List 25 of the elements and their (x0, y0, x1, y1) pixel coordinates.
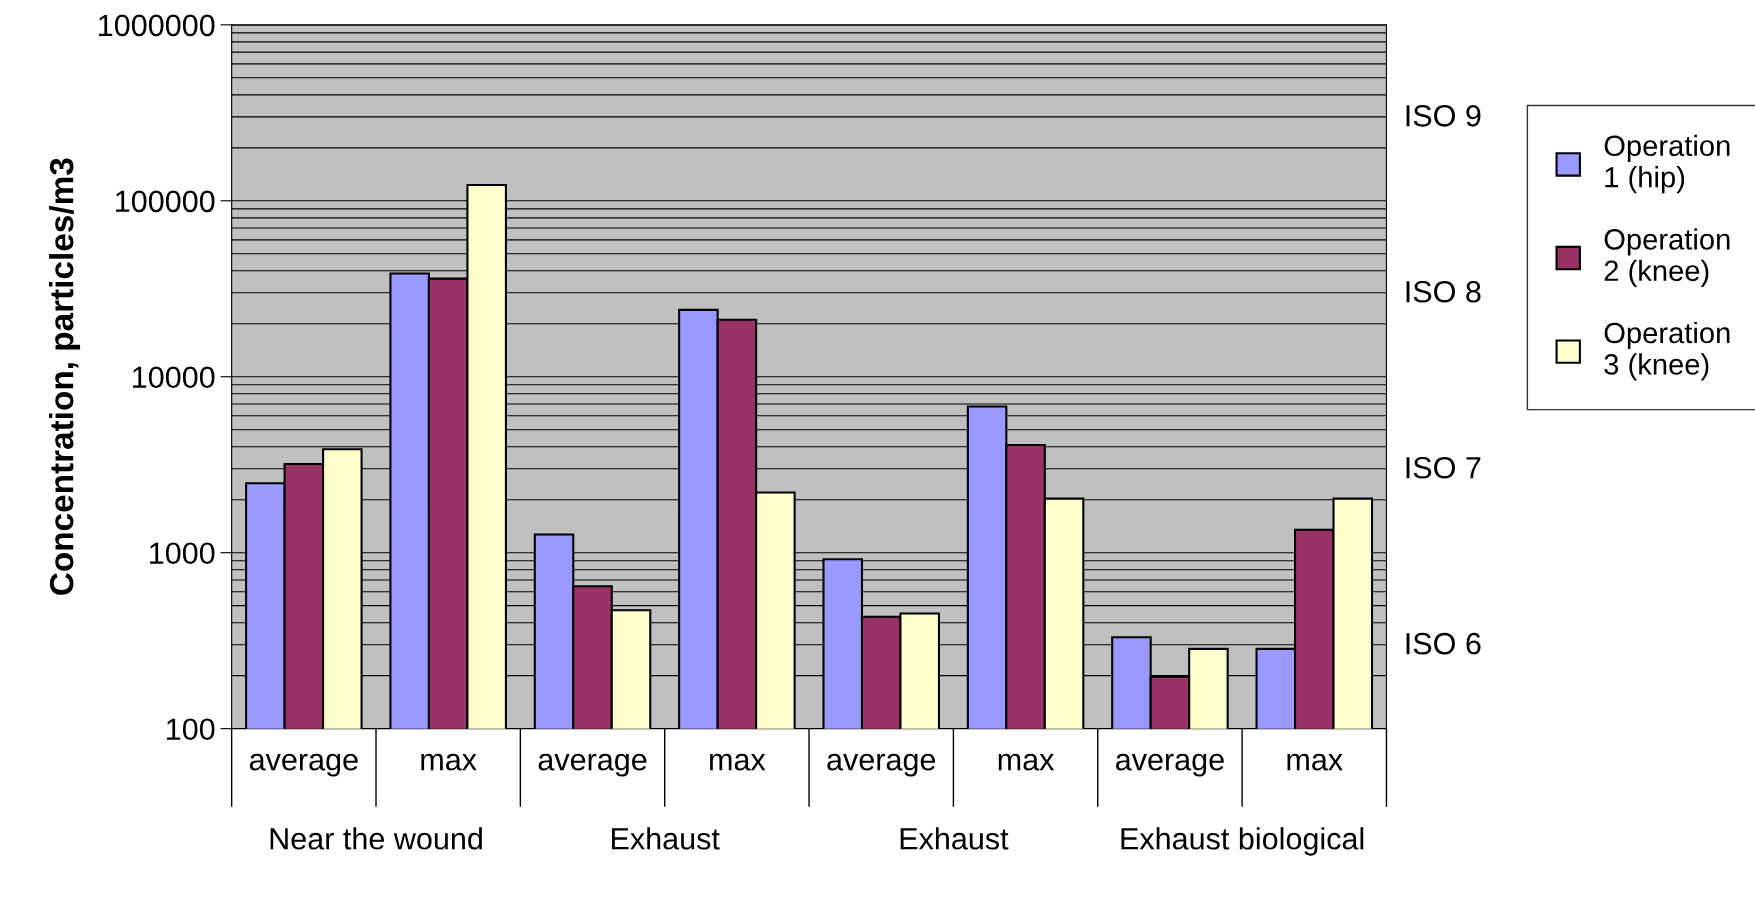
legend-label: Operation 3 (knee) (1604, 321, 1730, 381)
x-tick-label: max (1287, 753, 1343, 771)
y-tick-label: 100 (167, 718, 215, 741)
x-tick-label: max (998, 753, 1055, 771)
text: ISO 7 (1406, 456, 1481, 479)
text: ISO 8 (1406, 280, 1481, 303)
y-axis-title: Concentration, particles/m3 (49, 158, 81, 595)
y-tick-label: 10000 (133, 366, 215, 389)
x-tick-label: average (1116, 753, 1224, 777)
legend-label: Operation 2 (knee) (1604, 228, 1730, 287)
x-tick-label: max (710, 753, 766, 771)
text: Near the wound (270, 827, 482, 850)
x-tick-label: average (538, 753, 647, 777)
text: Exhaust biological (1121, 827, 1364, 856)
y-tick-label: 1000 (150, 542, 215, 565)
x-tick-label: max (421, 753, 477, 771)
text: ISO 6 (1406, 632, 1481, 655)
x-tick-label: average (249, 753, 358, 777)
x-tick-label: average (827, 753, 936, 777)
y-tick-label: 1000000 (99, 14, 215, 37)
text: ISO 9 (1406, 105, 1481, 127)
y-tick-label: 100000 (116, 190, 215, 213)
text: Exhaust (612, 827, 720, 850)
legend-label: Operation 1 (hip) (1604, 134, 1730, 194)
text: Exhaust (900, 827, 1009, 850)
